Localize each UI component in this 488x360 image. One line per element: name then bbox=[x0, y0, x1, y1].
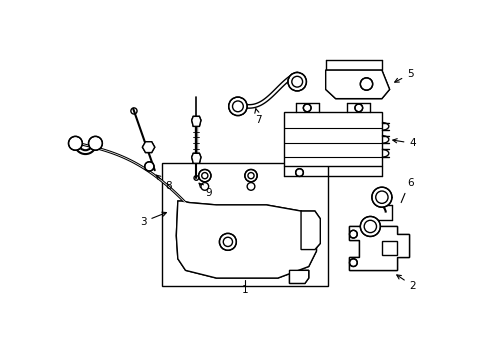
Circle shape bbox=[349, 230, 357, 238]
Circle shape bbox=[68, 136, 82, 150]
Circle shape bbox=[219, 233, 236, 250]
Bar bbox=[162, 163, 327, 286]
Polygon shape bbox=[142, 142, 154, 153]
Circle shape bbox=[144, 162, 154, 171]
Circle shape bbox=[287, 72, 306, 91]
Circle shape bbox=[371, 187, 391, 207]
Text: 3: 3 bbox=[140, 212, 166, 227]
Polygon shape bbox=[325, 70, 389, 99]
Polygon shape bbox=[191, 153, 201, 163]
Polygon shape bbox=[191, 153, 201, 163]
Polygon shape bbox=[289, 270, 308, 283]
Circle shape bbox=[88, 136, 102, 150]
Circle shape bbox=[295, 169, 303, 176]
Circle shape bbox=[349, 259, 357, 266]
Polygon shape bbox=[191, 116, 201, 126]
Polygon shape bbox=[325, 70, 389, 99]
Polygon shape bbox=[191, 116, 201, 126]
Text: 5: 5 bbox=[394, 69, 413, 82]
Bar bbox=[284, 112, 381, 166]
Circle shape bbox=[198, 170, 210, 182]
Circle shape bbox=[228, 97, 246, 116]
Text: 8: 8 bbox=[156, 175, 172, 191]
Polygon shape bbox=[289, 270, 308, 283]
Text: 4: 4 bbox=[392, 138, 415, 148]
Circle shape bbox=[244, 170, 257, 182]
Polygon shape bbox=[301, 211, 320, 249]
Polygon shape bbox=[142, 142, 154, 153]
Polygon shape bbox=[348, 226, 408, 270]
Polygon shape bbox=[348, 226, 408, 270]
Circle shape bbox=[360, 78, 372, 90]
Text: 9: 9 bbox=[199, 183, 211, 198]
Circle shape bbox=[360, 216, 380, 237]
Text: 7: 7 bbox=[254, 109, 262, 125]
Polygon shape bbox=[176, 201, 316, 278]
Polygon shape bbox=[176, 201, 316, 278]
Circle shape bbox=[303, 104, 310, 112]
Bar bbox=[381, 241, 396, 255]
Circle shape bbox=[354, 104, 362, 112]
Text: 2: 2 bbox=[396, 275, 415, 291]
Polygon shape bbox=[301, 211, 320, 249]
Text: 1: 1 bbox=[241, 285, 247, 294]
Text: 6: 6 bbox=[406, 178, 413, 188]
